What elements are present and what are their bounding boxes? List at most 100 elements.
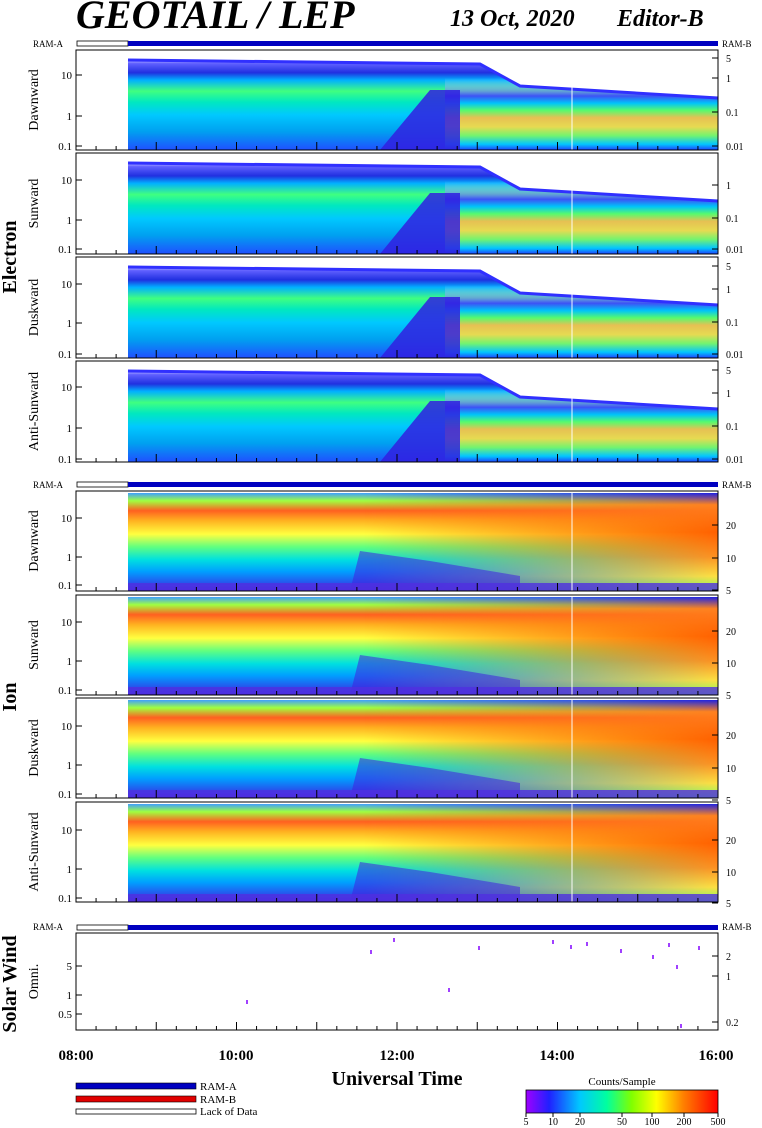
panel-electron-sunward: Sunward 10 1 0.1 1 0.1 0.01 (27, 152, 744, 256)
panel-ylabel: Sunward (27, 620, 42, 670)
legend-swatch-lack (75, 1108, 197, 1115)
panel-ylabel: Duskward (27, 279, 42, 337)
time-axis-title: Universal Time (332, 1068, 463, 1090)
legend-label-lack: Lack of Data (200, 1106, 258, 1118)
right-tick-label: 0.1 (726, 108, 739, 119)
right-tick-label: 0.01 (726, 350, 744, 361)
right-tick-label: 20 (726, 836, 736, 847)
right-tick-label: 1 (726, 181, 731, 192)
spectrogram-sample (586, 942, 588, 946)
right-tick-label: 10 (726, 764, 736, 775)
ram-b-label: RAM-B (722, 922, 752, 932)
right-tick-label: 20 (726, 627, 736, 638)
left-tick-label: 1 (67, 656, 73, 668)
panel-ion-sunward: Sunward 10 1 0.1 20 10 5 (27, 594, 736, 702)
spectrogram-dropout (350, 758, 520, 798)
spectrogram-sample (370, 950, 372, 954)
colorbar-title: Counts/Sample (588, 1076, 655, 1088)
spectrogram-sample (570, 945, 572, 949)
right-tick-label: 1 (726, 74, 731, 85)
section-label-electron: Electron (0, 221, 21, 294)
left-tick-label: 10 (61, 70, 73, 82)
panel-solar-wind-omni-: Omni. 5 1 0.5 2 1 0.2 (27, 932, 739, 1031)
legend-label-ram-a: RAM-A (200, 1081, 237, 1093)
left-tick-label: 1 (67, 111, 73, 123)
spectrogram-cutoff (128, 361, 718, 409)
spectrogram-sample (676, 965, 678, 969)
right-tick-label: 0.1 (726, 422, 739, 433)
right-tick-label: 1 (726, 972, 731, 983)
right-tick-label: 0.01 (726, 245, 744, 256)
colorbar: Counts/Sample 5 10 20 50 100 200 500 (524, 1076, 726, 1128)
spectrogram-edge (127, 58, 719, 100)
spectrogram-edge (127, 265, 719, 307)
ram-a-label: RAM-A (33, 39, 64, 49)
left-tick-label: 0.1 (58, 349, 72, 361)
time-tick-label: 16:00 (699, 1048, 734, 1064)
left-tick-label: 0.1 (58, 893, 72, 905)
right-tick-label: 1 (726, 285, 731, 296)
colorbar-tick-label: 500 (711, 1117, 726, 1128)
spectrogram-sample (652, 955, 654, 959)
spectrogram-dropout (350, 655, 520, 695)
colorbar-tick-label: 5 (524, 1117, 529, 1128)
right-tick-label: 0.01 (726, 455, 744, 466)
spectrogram-sample (448, 988, 450, 992)
spectrogram-low-band (128, 894, 718, 902)
panel-electron-anti-sunward: Anti-Sunward 10 1 0.1 5 1 0.1 0.01 (27, 360, 744, 466)
right-tick-label: 10 (726, 868, 736, 879)
time-tick-label: 12:00 (380, 1048, 415, 1064)
spectrogram-dropout (380, 297, 460, 358)
ram-b-label: RAM-B (722, 480, 752, 490)
spectrogram-edge (127, 369, 719, 411)
spectrogram-cutoff (128, 50, 718, 98)
right-tick-label: 5 (726, 586, 731, 597)
right-tick-label: 0.1 (726, 214, 739, 225)
spectrogram-dropout (380, 90, 460, 150)
spectrogram-cutoff (128, 257, 718, 305)
left-tick-label: 1 (67, 552, 73, 564)
time-tick-label: 14:00 (540, 1048, 575, 1064)
colorbar-tick-label: 200 (677, 1117, 692, 1128)
right-tick-label: 5 (726, 54, 731, 65)
right-tick-label: 10 (726, 554, 736, 565)
ram-a-segment (128, 925, 718, 930)
left-tick-label: 10 (61, 175, 73, 187)
left-tick-label: 0.1 (58, 141, 72, 153)
left-tick-label: 10 (61, 382, 73, 394)
left-tick-label: 10 (61, 513, 73, 525)
right-tick-label: 0.01 (726, 142, 744, 153)
spectrogram-dropout (350, 551, 520, 591)
ram-a-label: RAM-A (33, 922, 64, 932)
legend-label-ram-b: RAM-B (200, 1094, 236, 1106)
spectrogram-sample (668, 943, 670, 947)
panel-ylabel: Sunward (27, 179, 42, 229)
left-tick-label: 1 (67, 215, 73, 227)
ram-bar-ion: RAM-A RAM-B (33, 480, 752, 490)
spectrogram-dropout (380, 193, 460, 254)
colorbar-tick-label: 100 (645, 1117, 660, 1128)
right-tick-label: 0.2 (726, 1018, 739, 1029)
ram-a-segment (128, 41, 718, 46)
spectrogram-fill (128, 933, 718, 1030)
spectrogram-dropout (380, 401, 460, 462)
lack-of-data-segment (76, 481, 129, 488)
panel-ylabel: Anti-Sunward (27, 372, 42, 451)
left-tick-label: 10 (61, 721, 73, 733)
spectrogram-sample (680, 1024, 682, 1028)
left-tick-label: 5 (67, 961, 73, 973)
panel-ion-duskward: Duskward 10 1 0.1 20 10 5 (27, 697, 736, 807)
right-tick-label: 20 (726, 731, 736, 742)
spectrogram-dropout (350, 862, 520, 902)
right-tick-label: 5 (726, 262, 731, 273)
ram-bar-electron: RAM-A RAM-B (33, 39, 752, 49)
right-tick-label: 5 (726, 796, 731, 807)
left-tick-label: 1 (67, 760, 73, 772)
left-tick-label: 10 (61, 825, 73, 837)
legend-swatch-ram-a (75, 1082, 197, 1090)
spectrogram-sample (478, 946, 480, 950)
ram-legend: RAM-A RAM-B Lack of Data (75, 1081, 258, 1118)
spectrogram-cutoff (128, 153, 718, 201)
